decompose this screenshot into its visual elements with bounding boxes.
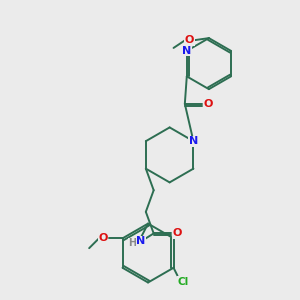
- Text: O: O: [172, 228, 182, 239]
- Text: N: N: [182, 46, 191, 56]
- Text: O: O: [204, 99, 213, 109]
- Text: O: O: [98, 233, 108, 243]
- Text: N: N: [189, 136, 198, 146]
- Text: N: N: [136, 236, 146, 246]
- Text: H: H: [128, 238, 136, 248]
- Text: O: O: [184, 35, 194, 45]
- Text: Cl: Cl: [178, 277, 189, 286]
